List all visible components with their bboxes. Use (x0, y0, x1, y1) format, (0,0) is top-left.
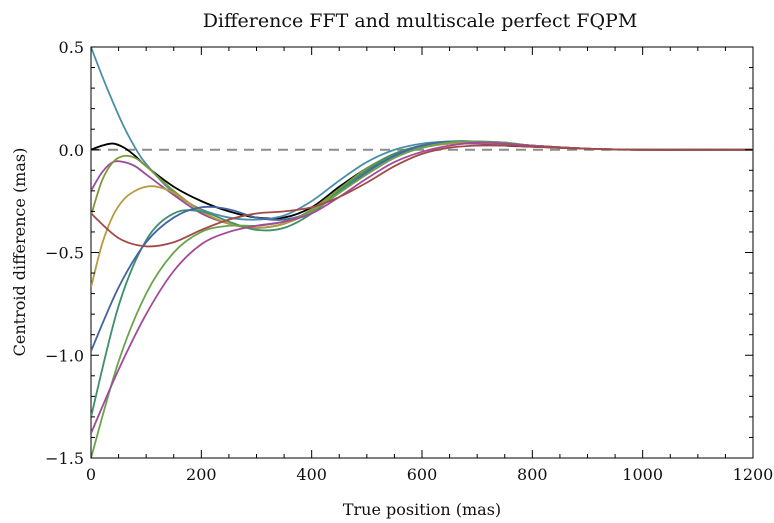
y-tick-label: 0.5 (59, 38, 84, 57)
series-line-9 (91, 141, 753, 434)
x-tick-label: 1200 (733, 465, 774, 484)
x-axis-label: True position (mas) (343, 500, 501, 519)
y-tick-label: −0.5 (45, 244, 84, 263)
series-line-3 (91, 142, 753, 229)
series-layer (91, 47, 753, 458)
y-axis-label: Centroid difference (mas) (10, 148, 29, 357)
series-line-7 (91, 140, 753, 352)
x-tick-label: 200 (186, 465, 217, 484)
chart-title: Difference FFT and multiscale perfect FQ… (203, 10, 638, 32)
x-tick-label: 400 (296, 465, 327, 484)
y-tick-label: −1.5 (45, 449, 84, 468)
series-line-2 (91, 47, 753, 221)
x-tick-label: 1000 (622, 465, 663, 484)
axis-ticks: 0 200 400 600 800 1000 1200 −1.5 −1.0 −0.5 0.0 0.5 (45, 38, 773, 484)
series-line-4 (91, 141, 753, 229)
y-tick-label: −1.0 (45, 346, 84, 365)
series-line-8 (91, 140, 753, 458)
x-tick-label: 0 (86, 465, 96, 484)
series-line-10 (91, 144, 753, 248)
x-tick-label: 800 (517, 465, 548, 484)
series-line-5 (91, 141, 753, 288)
y-tick-label: 0.0 (59, 141, 84, 160)
series-line-6 (91, 140, 753, 418)
x-tick-label: 600 (407, 465, 438, 484)
